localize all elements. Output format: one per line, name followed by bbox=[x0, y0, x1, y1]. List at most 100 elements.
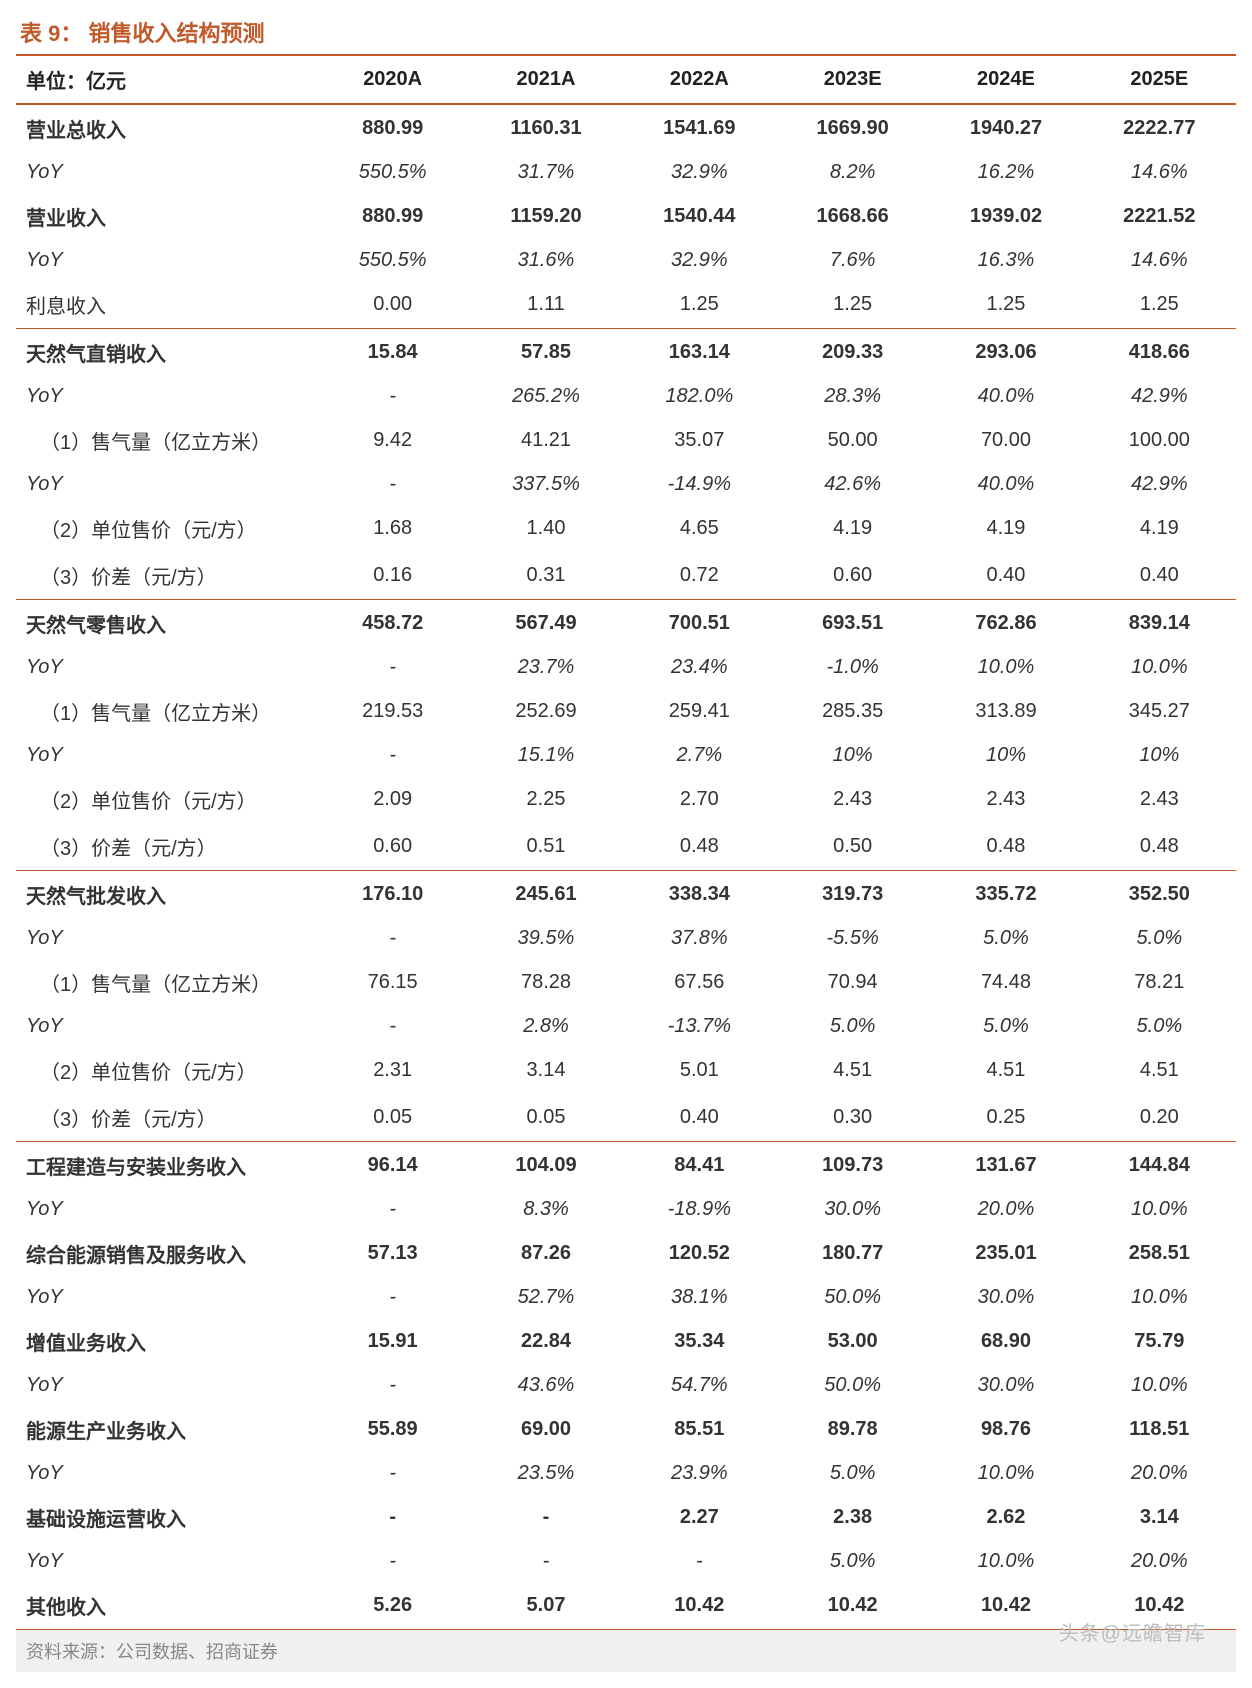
cell-value: 550.5% bbox=[316, 240, 469, 281]
cell-value: 2.43 bbox=[1083, 776, 1236, 823]
cell-value: 2.43 bbox=[929, 776, 1082, 823]
cell-value: 839.14 bbox=[1083, 600, 1236, 648]
cell-value: 100.00 bbox=[1083, 417, 1236, 464]
cell-value: - bbox=[316, 376, 469, 417]
cell-value: 8.2% bbox=[776, 152, 929, 193]
cell-value: 880.99 bbox=[316, 193, 469, 240]
cell-value: 1.11 bbox=[469, 281, 622, 329]
cell-value: 10.0% bbox=[1083, 1277, 1236, 1318]
col-header: 2020A bbox=[316, 55, 469, 104]
table-row: 天然气直销收入15.8457.85163.14209.33293.06418.6… bbox=[16, 329, 1236, 377]
cell-value: 30.0% bbox=[929, 1277, 1082, 1318]
table-row: （1）售气量（亿立方米）76.1578.2867.5670.9474.4878.… bbox=[16, 959, 1236, 1006]
row-label: 天然气零售收入 bbox=[16, 600, 316, 648]
cell-value: 53.00 bbox=[776, 1318, 929, 1365]
cell-value: 1159.20 bbox=[469, 193, 622, 240]
cell-value: 15.84 bbox=[316, 329, 469, 377]
cell-value: 14.6% bbox=[1083, 240, 1236, 281]
row-label: 综合能源销售及服务收入 bbox=[16, 1230, 316, 1277]
cell-value: 14.6% bbox=[1083, 152, 1236, 193]
cell-value: 319.73 bbox=[776, 871, 929, 919]
cell-value: 252.69 bbox=[469, 688, 622, 735]
cell-value: 0.51 bbox=[469, 823, 622, 871]
cell-value: 5.0% bbox=[1083, 918, 1236, 959]
cell-value: 182.0% bbox=[623, 376, 776, 417]
row-label: 营业收入 bbox=[16, 193, 316, 240]
cell-value: -1.0% bbox=[776, 647, 929, 688]
cell-value: 120.52 bbox=[623, 1230, 776, 1277]
cell-value: 1939.02 bbox=[929, 193, 1082, 240]
row-label: （3）价差（元/方） bbox=[16, 552, 316, 600]
cell-value: 109.73 bbox=[776, 1142, 929, 1190]
row-label: YoY bbox=[16, 918, 316, 959]
cell-value: 0.50 bbox=[776, 823, 929, 871]
cell-value: 32.9% bbox=[623, 240, 776, 281]
table-row: （1）售气量（亿立方米）219.53252.69259.41285.35313.… bbox=[16, 688, 1236, 735]
cell-value: 1668.66 bbox=[776, 193, 929, 240]
cell-value: 98.76 bbox=[929, 1406, 1082, 1453]
cell-value: 4.51 bbox=[929, 1047, 1082, 1094]
row-label: YoY bbox=[16, 1006, 316, 1047]
caption-title: 销售收入结构预测 bbox=[88, 21, 264, 46]
cell-value: 96.14 bbox=[316, 1142, 469, 1190]
cell-value: 4.65 bbox=[623, 505, 776, 552]
cell-value: 57.13 bbox=[316, 1230, 469, 1277]
table-row: （2）单位售价（元/方）2.313.145.014.514.514.51 bbox=[16, 1047, 1236, 1094]
cell-value: 418.66 bbox=[1083, 329, 1236, 377]
cell-value: 69.00 bbox=[469, 1406, 622, 1453]
cell-value: 23.4% bbox=[623, 647, 776, 688]
cell-value: 43.6% bbox=[469, 1365, 622, 1406]
cell-value: 16.2% bbox=[929, 152, 1082, 193]
cell-value: 258.51 bbox=[1083, 1230, 1236, 1277]
cell-value: 131.67 bbox=[929, 1142, 1082, 1190]
cell-value: 3.14 bbox=[1083, 1494, 1236, 1541]
cell-value: 42.9% bbox=[1083, 376, 1236, 417]
cell-value: 1160.31 bbox=[469, 104, 622, 152]
cell-value: 0.48 bbox=[623, 823, 776, 871]
cell-value: 20.0% bbox=[1083, 1453, 1236, 1494]
row-label: （3）价差（元/方） bbox=[16, 1094, 316, 1142]
cell-value: 42.9% bbox=[1083, 464, 1236, 505]
cell-value: 57.85 bbox=[469, 329, 622, 377]
cell-value: - bbox=[316, 647, 469, 688]
cell-value: - bbox=[316, 918, 469, 959]
caption-prefix: 表 9： bbox=[20, 21, 82, 46]
cell-value: 0.05 bbox=[316, 1094, 469, 1142]
row-label: YoY bbox=[16, 240, 316, 281]
cell-value: 67.56 bbox=[623, 959, 776, 1006]
cell-value: 32.9% bbox=[623, 152, 776, 193]
cell-value: 338.34 bbox=[623, 871, 776, 919]
row-label: YoY bbox=[16, 376, 316, 417]
cell-value: 23.7% bbox=[469, 647, 622, 688]
cell-value: 144.84 bbox=[1083, 1142, 1236, 1190]
table-row: （3）价差（元/方）0.050.050.400.300.250.20 bbox=[16, 1094, 1236, 1142]
cell-value: 2.31 bbox=[316, 1047, 469, 1094]
table-row: 天然气批发收入176.10245.61338.34319.73335.72352… bbox=[16, 871, 1236, 919]
cell-value: 75.79 bbox=[1083, 1318, 1236, 1365]
row-label: （2）单位售价（元/方） bbox=[16, 505, 316, 552]
cell-value: 0.30 bbox=[776, 1094, 929, 1142]
table-row: YoY-23.5%23.9%5.0%10.0%20.0% bbox=[16, 1453, 1236, 1494]
cell-value: 5.0% bbox=[776, 1006, 929, 1047]
table-row: 增值业务收入15.9122.8435.3453.0068.9075.79 bbox=[16, 1318, 1236, 1365]
cell-value: 30.0% bbox=[776, 1189, 929, 1230]
cell-value: 2.62 bbox=[929, 1494, 1082, 1541]
cell-value: 4.51 bbox=[776, 1047, 929, 1094]
cell-value: - bbox=[316, 1365, 469, 1406]
cell-value: - bbox=[316, 1541, 469, 1582]
cell-value: 55.89 bbox=[316, 1406, 469, 1453]
table-row: （3）价差（元/方）0.160.310.720.600.400.40 bbox=[16, 552, 1236, 600]
cell-value: 78.28 bbox=[469, 959, 622, 1006]
cell-value: 2221.52 bbox=[1083, 193, 1236, 240]
row-label: （1）售气量（亿立方米） bbox=[16, 688, 316, 735]
cell-value: 9.42 bbox=[316, 417, 469, 464]
cell-value: 1541.69 bbox=[623, 104, 776, 152]
table-row: 利息收入0.001.111.251.251.251.25 bbox=[16, 281, 1236, 329]
cell-value: 1.25 bbox=[623, 281, 776, 329]
cell-value: 5.01 bbox=[623, 1047, 776, 1094]
row-label: YoY bbox=[16, 647, 316, 688]
cell-value: 0.60 bbox=[776, 552, 929, 600]
table-row: 能源生产业务收入55.8969.0085.5189.7898.76118.51 bbox=[16, 1406, 1236, 1453]
cell-value: 335.72 bbox=[929, 871, 1082, 919]
cell-value: 31.7% bbox=[469, 152, 622, 193]
